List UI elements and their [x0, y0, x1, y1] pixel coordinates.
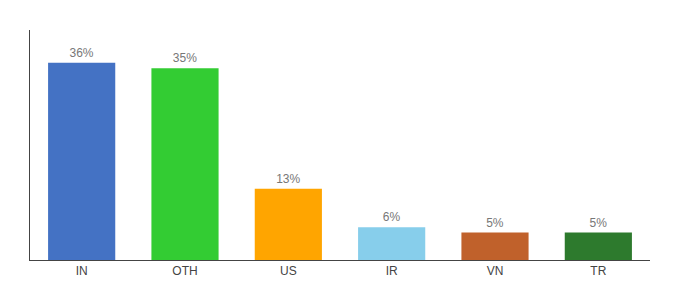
- svg-text:IN: IN: [76, 264, 88, 278]
- svg-text:35%: 35%: [173, 51, 197, 65]
- svg-text:OTH: OTH: [172, 264, 197, 278]
- svg-text:IR: IR: [386, 264, 398, 278]
- svg-text:36%: 36%: [69, 46, 93, 60]
- svg-text:VN: VN: [487, 264, 504, 278]
- svg-text:13%: 13%: [276, 172, 300, 186]
- svg-text:5%: 5%: [589, 216, 607, 230]
- svg-text:6%: 6%: [383, 210, 401, 224]
- svg-text:5%: 5%: [486, 216, 504, 230]
- svg-text:US: US: [280, 264, 297, 278]
- svg-text:TR: TR: [590, 264, 606, 278]
